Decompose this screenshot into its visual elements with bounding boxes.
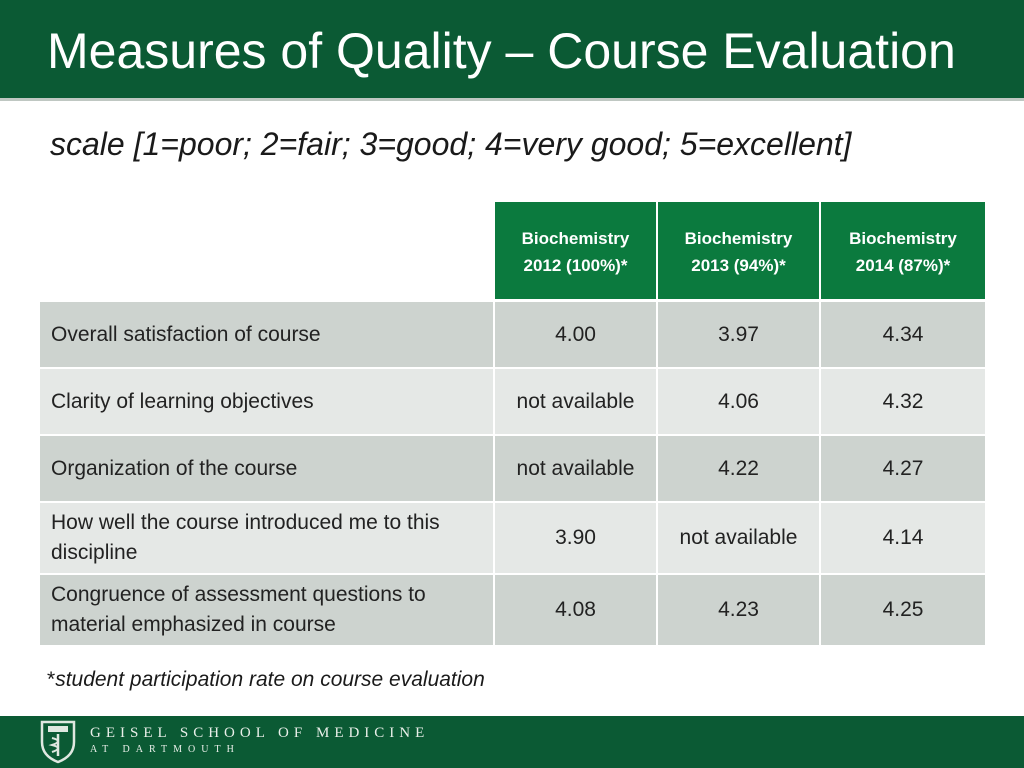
title-bar: Measures of Quality – Course Evaluation	[0, 0, 1024, 101]
row-label: Overall satisfaction of course	[40, 302, 495, 369]
school-subtitle: AT DARTMOUTH	[90, 744, 240, 755]
table-row: Clarity of learning objectives not avail…	[40, 369, 985, 436]
table-row: Congruence of assessment questions to ma…	[40, 575, 985, 647]
value-2013: 4.22	[658, 436, 821, 503]
value-2014: 4.34	[821, 302, 985, 369]
value-2012: 4.08	[495, 575, 658, 647]
table-row: Organization of the course not available…	[40, 436, 985, 503]
table-row: How well the course introduced me to thi…	[40, 503, 985, 575]
evaluation-table: Biochemistry 2012 (100%)* Biochemistry 2…	[40, 202, 985, 647]
header-2013-line1: Biochemistry	[684, 228, 793, 248]
value-2013: not available	[658, 503, 821, 575]
row-label: Organization of the course	[40, 436, 495, 503]
footnote-marker: *	[47, 668, 56, 691]
header-2013-line2: 2013 (94%)*	[691, 255, 786, 275]
value-2012: not available	[495, 369, 658, 436]
value-2014: 4.32	[821, 369, 985, 436]
footer-bar: GEISEL SCHOOL OF MEDICINE AT DARTMOUTH	[0, 716, 1024, 768]
row-label: How well the course introduced me to thi…	[40, 503, 495, 575]
value-2013: 4.23	[658, 575, 821, 647]
header-2012: Biochemistry 2012 (100%)*	[495, 202, 658, 302]
value-2014: 4.27	[821, 436, 985, 503]
slide-title: Measures of Quality – Course Evaluation	[47, 23, 956, 79]
row-label: Congruence of assessment questions to ma…	[40, 575, 495, 647]
school-name: GEISEL SCHOOL OF MEDICINE	[90, 725, 430, 741]
footnote-text: student participation rate on course eva…	[55, 668, 485, 691]
value-2014: 4.14	[821, 503, 985, 575]
value-2012: not available	[495, 436, 658, 503]
value-2013: 3.97	[658, 302, 821, 369]
value-2013: 4.06	[658, 369, 821, 436]
shield-logo-icon	[40, 720, 76, 764]
value-2012: 4.00	[495, 302, 658, 369]
footnote: *student participation rate on course ev…	[47, 668, 485, 692]
header-2014-line2: 2014 (87%)*	[855, 255, 951, 275]
scale-subtitle: scale [1=poor; 2=fair; 3=good; 4=very go…	[50, 126, 852, 162]
table-row: Overall satisfaction of course 4.00 3.97…	[40, 302, 985, 369]
table-header-row: Biochemistry 2012 (100%)* Biochemistry 2…	[40, 202, 985, 302]
header-2012-line2: 2012 (100%)*	[523, 255, 628, 275]
header-2014-line1: Biochemistry	[849, 228, 957, 248]
header-2014: Biochemistry 2014 (87%)*	[821, 202, 985, 302]
value-2014: 4.25	[821, 575, 985, 647]
header-2013: Biochemistry 2013 (94%)*	[658, 202, 821, 302]
header-2012-line1: Biochemistry	[521, 228, 630, 248]
row-label: Clarity of learning objectives	[40, 369, 495, 436]
value-2012: 3.90	[495, 503, 658, 575]
header-empty-cell	[40, 202, 495, 302]
